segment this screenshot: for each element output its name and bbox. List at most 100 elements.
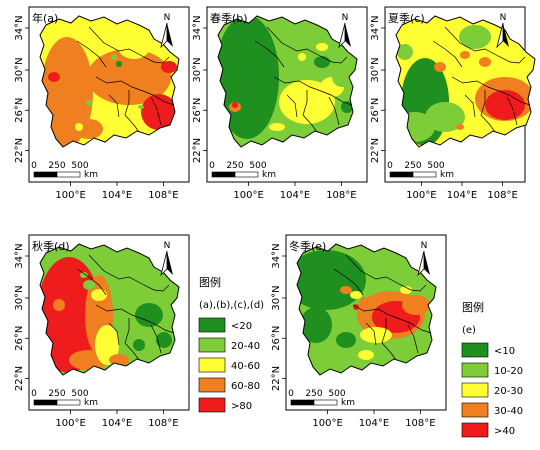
x-tick-label: 104°E xyxy=(447,190,477,201)
class-area xyxy=(479,57,491,67)
legend-swatch xyxy=(198,317,226,333)
class-area xyxy=(336,332,356,348)
class-area xyxy=(83,280,95,290)
class-area xyxy=(340,286,352,294)
scale-unit: km xyxy=(440,170,454,180)
legend-title: 图例 xyxy=(199,275,221,289)
y-tick-label: 26°N xyxy=(370,98,381,123)
scale-tick-label: 0 xyxy=(387,161,393,171)
class-area xyxy=(460,51,470,59)
legend-swatch xyxy=(461,362,489,378)
legend-swatch xyxy=(461,422,489,438)
panel-label: 冬季(e) xyxy=(289,239,326,253)
legend-item-label: <10 xyxy=(494,346,515,357)
scale-tick-label: 500 xyxy=(71,161,88,171)
legend-title: 图例 xyxy=(462,300,484,314)
province-boundary xyxy=(302,90,318,133)
legend-swatch xyxy=(198,357,226,373)
panel-label: 年(a) xyxy=(32,11,58,25)
class-area xyxy=(316,43,328,51)
north-arrow-icon xyxy=(167,251,173,275)
y-tick-label: 26°N xyxy=(14,98,25,123)
colored-region xyxy=(40,16,179,147)
class-area xyxy=(314,56,330,68)
scale-tick-label: 250 xyxy=(226,161,243,171)
scale-unit: km xyxy=(341,398,355,408)
legend-item-label: >80 xyxy=(231,401,252,412)
scale-tick-label: 500 xyxy=(249,161,266,171)
y-tick-label: 26°N xyxy=(14,326,25,351)
province-boundary xyxy=(254,40,285,68)
x-tick-label: 108°E xyxy=(405,418,435,429)
y-tick-label: 30°N xyxy=(14,57,25,82)
class-area xyxy=(297,250,366,310)
class-area xyxy=(397,44,413,60)
y-tick-label: 22°N xyxy=(271,366,282,391)
class-area xyxy=(350,291,362,299)
province-boundary xyxy=(88,254,170,292)
province-boundary xyxy=(506,96,518,126)
scale-bar xyxy=(56,399,81,406)
x-tick-label: 108°E xyxy=(148,418,178,429)
y-tick-label: 22°N xyxy=(14,138,25,163)
province-boundary xyxy=(124,90,140,133)
y-tick-label: 26°N xyxy=(192,98,203,123)
scale-bar xyxy=(33,399,58,406)
province-boundary xyxy=(451,76,531,106)
province-boundary xyxy=(333,268,364,296)
x-tick-label: 100°E xyxy=(233,190,263,201)
province-boundary xyxy=(88,26,170,64)
class-area xyxy=(402,295,430,315)
x-tick-label: 100°E xyxy=(312,418,342,429)
y-tick-label: 30°N xyxy=(14,285,25,310)
class-area xyxy=(332,67,352,87)
class-area xyxy=(48,72,60,82)
scale-bar xyxy=(234,171,259,178)
legend-subtitle: (e) xyxy=(462,325,476,336)
legend: 图例 (e) <10 10-20 20-30 30-40 >40 xyxy=(461,300,523,438)
north-arrow-icon xyxy=(345,23,351,47)
province-boundary xyxy=(365,322,377,346)
class-area xyxy=(53,299,65,311)
class-area xyxy=(87,49,171,105)
class-area xyxy=(116,61,122,67)
north-arrow-icon xyxy=(424,251,430,275)
y-tick-label: 30°N xyxy=(271,285,282,310)
x-tick-label: 108°E xyxy=(326,190,356,201)
north-label: N xyxy=(164,241,171,251)
class-area xyxy=(218,37,237,97)
y-tick-label: 22°N xyxy=(370,138,381,163)
panel-label: 秋季(d) xyxy=(32,239,70,253)
north-arrow-icon xyxy=(503,23,509,47)
y-tick-label: 34°N xyxy=(14,15,25,40)
class-area xyxy=(269,123,285,131)
scale-tick-label: 250 xyxy=(48,161,65,171)
province-boundary xyxy=(150,324,162,354)
legend-swatch xyxy=(461,382,489,398)
scale-bar xyxy=(290,399,315,406)
class-area xyxy=(298,53,306,61)
north-arrow-icon xyxy=(167,23,173,47)
y-tick-label: 34°N xyxy=(14,243,25,268)
scale-bar xyxy=(389,171,414,178)
class-area xyxy=(456,124,464,130)
scale-tick-label: 500 xyxy=(427,161,444,171)
scale-tick-label: 0 xyxy=(31,161,37,171)
province-boundary xyxy=(345,254,427,292)
x-tick-label: 104°E xyxy=(359,418,389,429)
legend-item-label: 20-30 xyxy=(494,386,523,397)
class-area xyxy=(485,90,525,120)
x-tick-label: 104°E xyxy=(102,418,132,429)
province-boundary xyxy=(286,94,298,118)
panel-label: 春季(b) xyxy=(210,12,248,25)
province-boundary xyxy=(328,96,340,126)
province-boundary xyxy=(432,40,463,68)
legend-swatch xyxy=(198,377,226,393)
scale-unit: km xyxy=(84,398,98,408)
class-area xyxy=(459,25,491,49)
scale-unit: km xyxy=(84,170,98,180)
